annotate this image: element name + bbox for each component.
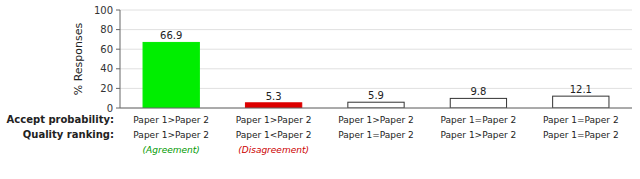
row-header: Quality ranking: [23,129,114,140]
tick-label: 100 [94,5,113,16]
row-label: Paper 1>Paper 2 [133,115,209,125]
row-label: (Disagreement) [238,145,309,155]
row-label: Paper 1>Paper 2 [441,130,517,140]
bar [450,98,506,108]
grid-line [120,29,632,30]
chart: 0 20 40 60 80 100 % Responses 66.9 5.3 5.9 9.8 12.1… [0,0,640,179]
row-label: Paper 1>Paper 2 [338,115,414,125]
row-label: Paper 1>Paper 2 [236,115,312,125]
bar [143,42,199,108]
grid-line [120,10,632,11]
y-axis-label: % Responses [72,22,85,95]
row-label: Paper 1=Paper 2 [543,115,619,125]
bar [245,103,301,108]
row-label: Paper 1=Paper 2 [543,130,619,140]
tick-mark [116,29,120,30]
y-axis: 0 20 40 60 80 100 [94,5,120,114]
axis-line [120,10,121,108]
tick-mark [116,88,120,89]
bar [348,102,404,108]
tick-mark [116,68,120,69]
row-label: Paper 1=Paper 2 [441,115,517,125]
data-label: 66.9 [160,30,182,41]
data-label: 5.3 [266,91,282,102]
x-label-rows: Accept probability: Paper 1>Paper 2 Paper … [7,114,619,155]
data-label: 12.1 [570,84,592,95]
row-label: Paper 1=Paper 2 [338,130,414,140]
row-label: (Agreement) [143,145,200,155]
data-labels: 66.9 5.3 5.9 9.8 12.1 [160,30,592,101]
row-label: Paper 1<Paper 2 [236,130,312,140]
tick-mark [116,108,120,109]
row-label: Paper 1>Paper 2 [133,130,209,140]
row-header: Accept probability: [7,114,114,125]
bar [553,96,609,108]
tick-mark [116,49,120,50]
baseline [120,108,632,109]
tick-label: 0 [107,103,113,114]
grid [120,10,632,108]
bars [143,42,609,108]
data-label: 5.9 [368,90,384,101]
tick-label: 60 [100,44,113,55]
data-label: 9.8 [470,86,486,97]
grid-line [120,108,632,109]
tick-label: 40 [100,63,113,74]
tick-mark [116,10,120,11]
tick-label: 80 [100,24,113,35]
tick-label: 20 [100,83,113,94]
